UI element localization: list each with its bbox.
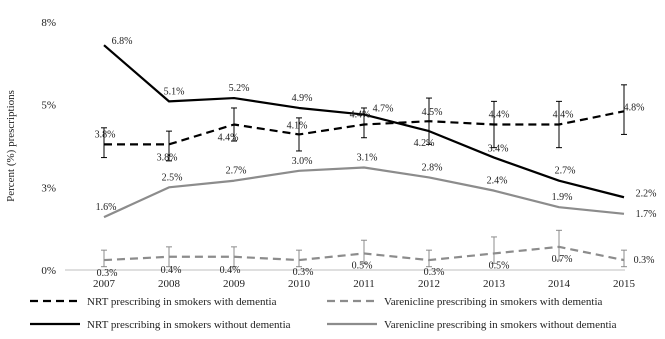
x-tick-label: 2013 — [483, 278, 506, 290]
data-label: 4.4% — [350, 110, 371, 121]
series-line-4 — [103, 166, 625, 219]
data-label: 0.3% — [97, 268, 118, 279]
data-label: 1.6% — [96, 202, 117, 213]
data-label: 2.5% — [162, 172, 183, 183]
legend-label: Varenicline prescribing in smokers with … — [384, 296, 603, 308]
series-line-2 — [103, 245, 625, 262]
axes: 0% 3% 5% 8% 2007 2008 2009 2010 2011 2012 2013 2014… — [5, 17, 636, 290]
data-label: 4.4% — [553, 110, 574, 121]
data-label: 3.1% — [357, 152, 378, 163]
error-bars — [101, 84, 627, 268]
y-axis-label: Percent (%) prescriptions — [5, 90, 17, 202]
data-label: 3.8% — [157, 152, 178, 163]
data-label: 3.0% — [292, 156, 313, 167]
x-tick-label: 2007 — [93, 278, 116, 290]
x-tick-label: 2011 — [353, 278, 375, 290]
data-label: 2.7% — [555, 166, 576, 177]
data-label: 1.7% — [636, 209, 657, 220]
data-label: 2.2% — [636, 188, 657, 199]
data-labels: 3.8% 3.8% 4.4% 4.1% 4.4% 4.5% 4.4% 4.4% 4.8% 0.3%… — [95, 36, 657, 279]
y-tick-label: 0% — [41, 265, 56, 277]
legend: NRT prescribing in smokers with dementia… — [30, 296, 617, 331]
legend-label: NRT prescribing in smokers without demen… — [87, 319, 291, 331]
data-label: 0.3% — [293, 267, 314, 278]
data-label: 5.2% — [229, 83, 250, 94]
data-label: 3.8% — [95, 129, 116, 140]
data-label: 0.4% — [220, 265, 241, 276]
data-label: 4.4% — [218, 133, 239, 144]
x-tick-label: 2014 — [548, 278, 571, 290]
data-label: 1.9% — [552, 192, 573, 203]
data-label: 4.7% — [373, 104, 394, 115]
series-lines — [103, 44, 625, 262]
data-label: 6.8% — [112, 36, 133, 47]
data-label: 0.5% — [352, 260, 373, 271]
data-label: 4.5% — [422, 107, 443, 118]
data-label: 0.4% — [161, 265, 182, 276]
data-label: 5.1% — [164, 86, 185, 97]
data-label: 0.7% — [552, 254, 573, 265]
data-label: 4.1% — [287, 120, 308, 131]
y-tick-label: 5% — [41, 100, 56, 112]
data-label: 0.3% — [424, 267, 445, 278]
data-label: 4.4% — [489, 110, 510, 121]
x-tick-label: 2012 — [418, 278, 440, 290]
data-label: 2.4% — [487, 176, 508, 187]
y-tick-label: 3% — [41, 182, 56, 194]
x-tick-label: 2008 — [158, 278, 181, 290]
data-label: 4.8% — [624, 102, 645, 113]
x-tick-label: 2010 — [288, 278, 311, 290]
data-label: 2.8% — [422, 162, 443, 173]
x-tick-label: 2009 — [223, 278, 246, 290]
data-label: 2.7% — [226, 166, 247, 177]
x-tick-label: 2015 — [613, 278, 636, 290]
data-label: 3.4% — [488, 144, 509, 155]
legend-label: NRT prescribing in smokers with dementia — [87, 296, 277, 308]
data-label: 4.2% — [414, 138, 435, 149]
series-line-3 — [103, 44, 625, 199]
data-label: 4.9% — [292, 93, 313, 104]
data-label: 0.3% — [634, 255, 655, 266]
data-label: 0.5% — [489, 260, 510, 271]
y-tick-label: 8% — [41, 17, 56, 29]
legend-label: Varenicline prescribing in smokers witho… — [384, 319, 617, 331]
series-line-1 — [104, 110, 625, 146]
